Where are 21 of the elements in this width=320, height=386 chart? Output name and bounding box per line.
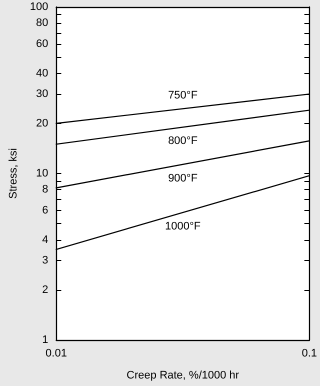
y-tick-label: 4: [42, 234, 48, 246]
y-tick-label: 8: [42, 184, 48, 196]
x-tick-label: 0.01: [46, 348, 67, 360]
y-tick-label: 20: [36, 117, 48, 130]
y-tick-label: 80: [36, 17, 48, 30]
series-label: 900°F: [168, 172, 198, 184]
y-tick-label: 1: [42, 334, 48, 346]
series-label: 800°F: [168, 135, 198, 148]
x-tick-label: 0.1: [302, 348, 318, 360]
x-axis-title: Creep Rate, %/1000 hr: [126, 370, 240, 382]
y-tick-label: 40: [36, 67, 48, 80]
y-tick-label: 3: [42, 254, 48, 267]
y-tick-label: 100: [30, 1, 48, 13]
series-label: 750°F: [168, 90, 198, 102]
y-tick-label: 2: [42, 284, 48, 296]
y-axis-title: Stress, ksi: [8, 148, 20, 199]
y-tick-label: 10: [36, 168, 48, 180]
y-tick-label: 6: [42, 204, 48, 216]
y-tick-label: 30: [36, 88, 48, 100]
y-tick-label: 60: [36, 38, 48, 50]
series-label: 1000°F: [165, 220, 201, 233]
